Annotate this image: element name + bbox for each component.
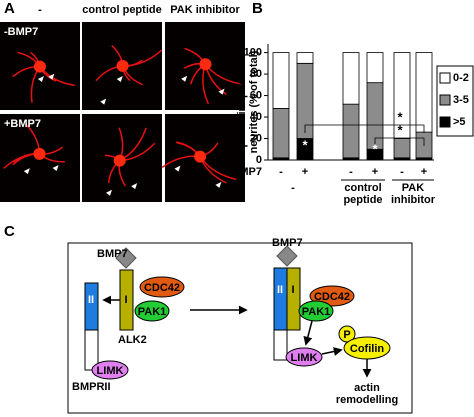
soma: [113, 154, 126, 167]
receptor-i: [286, 267, 301, 331]
node-label: actin remodelling: [335, 382, 399, 406]
node-label: P: [343, 329, 350, 341]
row-label: +BMP7: [4, 118, 41, 130]
x-tick-label: -: [279, 166, 283, 178]
bracket: [304, 124, 425, 133]
node-label: BMP7: [97, 248, 128, 260]
arrowhead: [174, 165, 181, 172]
y-tick-label: 20: [250, 132, 262, 144]
annotation: *: [397, 122, 403, 137]
annotation: *: [372, 141, 378, 156]
panel-label: B: [252, 0, 263, 17]
pak1: [298, 300, 334, 322]
arrowhead: [218, 88, 225, 95]
arrowhead: [215, 181, 222, 188]
panel-label: C: [4, 223, 15, 240]
x-axis-label: BMP7: [231, 166, 262, 178]
arrowhead: [116, 75, 123, 82]
column-label: -: [38, 4, 42, 16]
y-tick-label: 60: [250, 89, 262, 101]
node-label: LIMK: [97, 365, 124, 377]
bracket: [374, 137, 425, 146]
node-label: I: [291, 284, 294, 296]
row-label: -BMP7: [4, 26, 38, 38]
y-axis-label: p-cofilin- positive neurites (% of total…: [236, 50, 260, 154]
cdc42: [139, 276, 185, 298]
y-tick-label: 100: [244, 46, 262, 58]
arrowhead: [131, 183, 138, 190]
limk: [91, 360, 129, 380]
arrowhead: [37, 76, 44, 83]
y-tick-label: 80: [250, 68, 262, 80]
bar-segment: [393, 138, 411, 159]
node-label: BMP7: [272, 237, 303, 249]
node-label: I: [124, 294, 127, 306]
arrowhead: [181, 75, 188, 82]
group-label: -: [291, 182, 295, 194]
node-label: PAK1: [302, 306, 331, 318]
node-label: CDC42: [314, 291, 350, 303]
node-label: Cofilin: [350, 343, 384, 355]
x-tick-label: -: [400, 166, 404, 178]
receptor-i: [119, 269, 134, 331]
arrowhead: [48, 73, 55, 80]
receptor-tail: [273, 329, 288, 361]
bar-segment: [272, 108, 290, 159]
group-label: control peptide: [343, 182, 383, 206]
limk: [285, 347, 323, 367]
legend-label: 3-5: [453, 94, 469, 106]
legend-label: >5: [453, 116, 466, 128]
bar-segment: [393, 52, 411, 139]
node-label: PAK1: [138, 306, 167, 318]
node-label: LIMK: [291, 352, 318, 364]
receptor-ii: [273, 267, 288, 331]
arrow: [321, 347, 343, 356]
bar-segment: [296, 52, 314, 64]
receptor-ii: [84, 282, 99, 331]
node-label: CDC42: [144, 282, 180, 294]
arrowhead: [100, 98, 107, 105]
bar-segment: [342, 103, 360, 159]
column-label: control peptide: [82, 4, 161, 16]
arrowhead: [52, 164, 59, 171]
ligand: [115, 247, 137, 269]
soma: [116, 59, 129, 72]
column-label: PAK inhibitor: [170, 4, 240, 16]
annotation: *: [397, 109, 403, 124]
legend-swatch: [439, 94, 451, 106]
y-tick-label: 40: [250, 111, 262, 123]
bar-segment: [342, 52, 360, 105]
bar-segment: [272, 52, 290, 109]
x-tick-label: -: [349, 166, 353, 178]
soma: [194, 150, 207, 163]
x-tick-label: +: [372, 166, 378, 178]
x-tick-label: +: [302, 166, 308, 178]
legend-label: 0-2: [453, 72, 469, 84]
pak1: [134, 300, 170, 322]
arrowhead: [106, 189, 113, 196]
node-label: II: [277, 284, 283, 296]
node-label: II: [88, 294, 94, 306]
legend-swatch: [439, 72, 451, 84]
bar-segment: [415, 52, 433, 133]
y-tick-label: 0: [256, 154, 262, 166]
soma: [199, 58, 212, 71]
diagram-frame: [67, 242, 413, 414]
arrow: [303, 320, 313, 346]
ligand: [276, 245, 298, 267]
soma: [33, 147, 46, 160]
bar-segment: [366, 52, 384, 84]
node-label: ALK2: [118, 334, 147, 346]
soma: [33, 60, 46, 73]
annotation: *: [302, 137, 308, 152]
arrowhead: [23, 168, 30, 175]
group-label: PAK inhibitor: [391, 182, 435, 206]
legend-swatch: [439, 116, 451, 128]
x-tick-label: +: [421, 166, 427, 178]
panel-label: A: [4, 0, 15, 17]
node-label: BMPRII: [72, 381, 111, 393]
